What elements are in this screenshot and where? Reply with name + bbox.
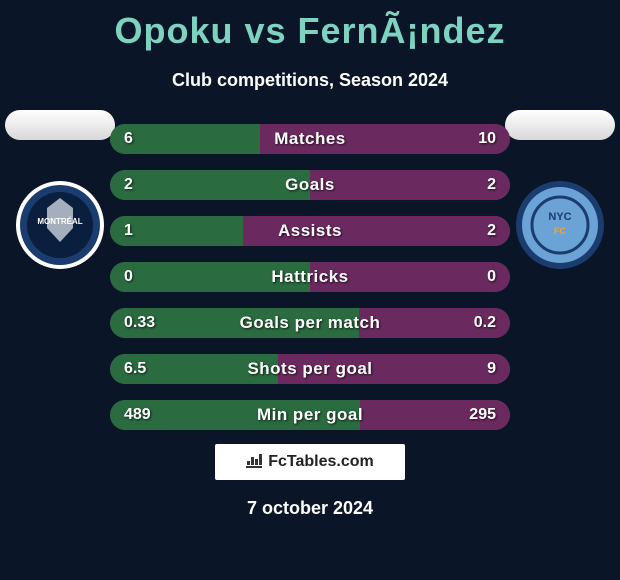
- stat-value-right: 2: [487, 222, 496, 240]
- stat-row: 0.33Goals per match0.2: [110, 308, 510, 338]
- stat-label: Assists: [110, 221, 510, 241]
- stat-label: Goals: [110, 175, 510, 195]
- stats-panel: 6Matches102Goals21Assists20Hattricks00.3…: [110, 124, 510, 446]
- footer-brand[interactable]: FcTables.com: [215, 444, 405, 480]
- stat-value-right: 2: [487, 176, 496, 194]
- player-left-column: MONTRÉAL: [0, 110, 120, 270]
- club-badge-left: MONTRÉAL: [15, 180, 105, 270]
- stat-row: 6.5Shots per goal9: [110, 354, 510, 384]
- player-right-name-pill: [505, 110, 615, 140]
- stat-label: Shots per goal: [110, 359, 510, 379]
- date-text: 7 october 2024: [0, 498, 620, 519]
- stat-row: 6Matches10: [110, 124, 510, 154]
- stat-value-right: 10: [478, 130, 496, 148]
- nycfc-badge-icon: NYC FC: [515, 180, 605, 270]
- svg-text:MONTRÉAL: MONTRÉAL: [37, 217, 82, 226]
- stat-label: Goals per match: [110, 313, 510, 333]
- page-title: Opoku vs FernÃ¡ndez: [0, 0, 620, 52]
- stat-label: Min per goal: [110, 405, 510, 425]
- player-left-name-pill: [5, 110, 115, 140]
- stat-value-right: 295: [469, 406, 496, 424]
- club-badge-right: NYC FC: [515, 180, 605, 270]
- svg-text:FC: FC: [554, 226, 566, 236]
- stat-label: Matches: [110, 129, 510, 149]
- montreal-badge-icon: MONTRÉAL: [15, 180, 105, 270]
- subtitle: Club competitions, Season 2024: [0, 70, 620, 91]
- stat-value-right: 0: [487, 268, 496, 286]
- stat-row: 489Min per goal295: [110, 400, 510, 430]
- stat-row: 1Assists2: [110, 216, 510, 246]
- stat-label: Hattricks: [110, 267, 510, 287]
- stat-value-right: 0.2: [474, 314, 496, 332]
- stat-value-right: 9: [487, 360, 496, 378]
- stat-row: 2Goals2: [110, 170, 510, 200]
- svg-text:NYC: NYC: [548, 211, 571, 223]
- footer-brand-text: FcTables.com: [268, 453, 374, 471]
- chart-icon: [246, 454, 262, 471]
- stat-row: 0Hattricks0: [110, 262, 510, 292]
- player-right-column: NYC FC: [500, 110, 620, 270]
